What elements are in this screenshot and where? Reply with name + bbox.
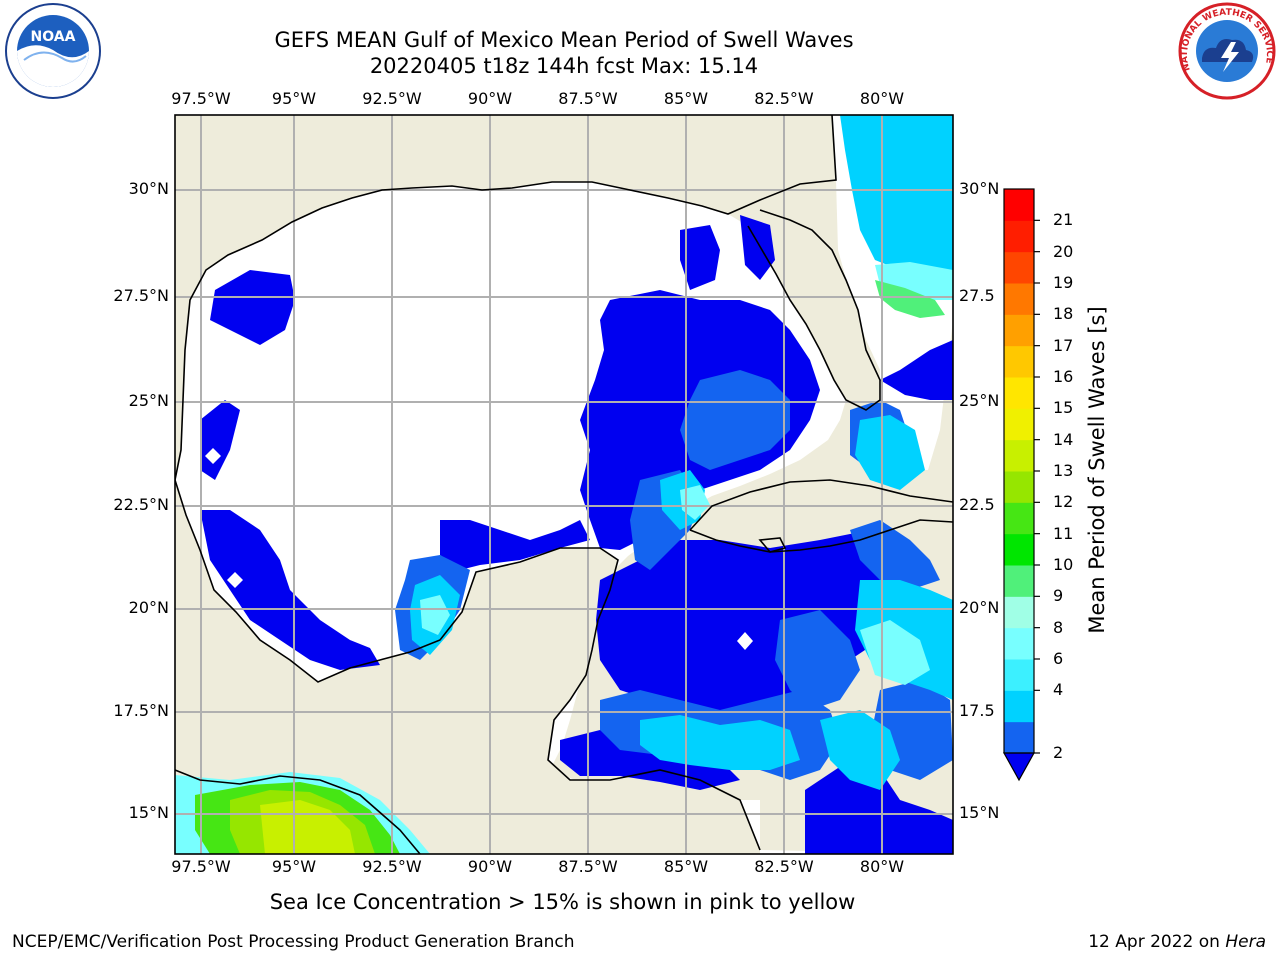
colorbar-tick-label: 21 <box>1053 210 1074 230</box>
latitude-label: 25°N <box>128 391 169 410</box>
longitude-label: 90°W <box>467 89 513 108</box>
colorbar-tick-label: 14 <box>1053 429 1074 449</box>
longitude-label: 87.5°W <box>558 89 618 108</box>
colorbar-tick-label: 13 <box>1053 461 1074 480</box>
map-frame <box>174 114 954 855</box>
longitude-label: 92.5°W <box>362 89 422 108</box>
latitude-label: 22.5°N <box>113 495 169 514</box>
footer-branch: NCEP/EMC/Verification Post Processing Pr… <box>12 932 575 952</box>
white-diamond-marker <box>737 632 753 650</box>
latitude-label: 27.5 <box>959 286 995 305</box>
colorbar-segment <box>1004 690 1034 723</box>
land-florida <box>760 210 880 410</box>
colorbar <box>1002 188 1040 782</box>
colorbar-segment <box>1004 314 1034 347</box>
noaa-logo-icon: NOAA <box>5 3 101 99</box>
longitude-label: 92.5°W <box>362 857 422 876</box>
longitude-label: 97.5°W <box>171 857 231 876</box>
colorbar-tick-label: 18 <box>1053 304 1074 324</box>
colorbar-tick-label: 15 <box>1053 398 1074 418</box>
swell-field-6-8s <box>420 262 953 685</box>
colorbar-tick-label: 6 <box>1053 649 1064 668</box>
longitude-label: 85°W <box>663 857 709 876</box>
colorbar-tick-label: 19 <box>1053 273 1074 292</box>
colorbar-segment <box>1004 502 1034 535</box>
colorbar-segment <box>1004 627 1034 660</box>
pacific-swell-field <box>175 772 430 854</box>
colorbar-segment <box>1004 659 1034 691</box>
latitude-label: 22.5 <box>959 495 995 514</box>
colorbar-tick-label: 16 <box>1053 367 1074 386</box>
noaa-logo-text: NOAA <box>31 29 76 45</box>
colorbar-tick-label: 2 <box>1053 743 1064 762</box>
land-cuba <box>690 480 953 552</box>
colorbar-segment <box>1004 471 1034 503</box>
map-area <box>175 115 953 854</box>
latitude-label: 30°N <box>959 179 1000 198</box>
colorbar-tick-label: 11 <box>1053 523 1074 543</box>
colorbar-segment <box>1004 377 1034 409</box>
colorbar-segment <box>1004 251 1034 284</box>
national-weather-service-logo-icon: NATIONAL WEATHER SERVICE <box>1178 2 1276 100</box>
colorbar-segment <box>1004 565 1034 597</box>
colorbar-tick-label: 12 <box>1053 492 1074 512</box>
colorbar-segment <box>1004 220 1034 253</box>
map-subtitle: 20220405 t18z 144h fcst Max: 15.14 <box>369 54 759 78</box>
map-graticule <box>175 115 953 854</box>
latitude-label: 20°N <box>959 598 1000 617</box>
colorbar-tick-label: 10 <box>1053 555 1074 574</box>
colorbar-segment <box>1004 439 1034 472</box>
latitude-label: 17.5 <box>959 701 995 720</box>
colorbar-segment <box>1004 533 1034 566</box>
colorbar-segment <box>1004 345 1034 378</box>
colorbar-tick-label: 17 <box>1053 335 1074 355</box>
longitude-label: 82.5°W <box>754 89 814 108</box>
colorbar-tick-label: 9 <box>1053 586 1064 606</box>
colorbar-extend-arrow <box>1002 752 1036 782</box>
colorbar-segment <box>1004 189 1034 221</box>
footer-date: 12 Apr 2022 on Hera <box>1088 932 1266 952</box>
longitude-label: 95°W <box>271 857 317 876</box>
coastline <box>175 115 953 854</box>
latitude-label: 20°N <box>128 598 169 617</box>
colorbar-tick-label: 8 <box>1053 617 1064 637</box>
footer-date-text: 12 Apr 2022 on <box>1088 932 1226 952</box>
colorbar-tick-label: 4 <box>1053 680 1064 700</box>
longitude-label: 80°W <box>859 89 905 108</box>
longitude-label: 80°W <box>859 857 905 876</box>
longitude-label: 85°W <box>663 89 709 108</box>
latitude-label: 25°N <box>959 391 1000 410</box>
colorbar-segment <box>1004 283 1034 315</box>
latitude-label: 17.5°N <box>113 701 169 720</box>
longitude-label: 82.5°W <box>754 857 814 876</box>
colorbar-segment <box>1004 408 1034 441</box>
sea-ice-caption: Sea Ice Concentration > 15% is shown in … <box>269 890 856 914</box>
map-title: GEFS MEAN Gulf of Mexico Mean Period of … <box>274 28 854 52</box>
latitude-label: 30°N <box>128 179 169 198</box>
swell-field-8-10s <box>875 280 945 318</box>
colorbar-label: Mean Period of Swell Waves [s] <box>1085 306 1109 634</box>
longitude-label: 97.5°W <box>171 89 231 108</box>
colorbar-segment <box>1004 596 1034 629</box>
colorbar-segment <box>1004 721 1034 754</box>
latitude-label: 27.5°N <box>113 286 169 305</box>
latitude-label: 15°N <box>959 803 1000 822</box>
longitude-label: 87.5°W <box>558 857 618 876</box>
longitude-label: 95°W <box>271 89 317 108</box>
footer-host: Hera <box>1225 932 1266 952</box>
longitude-label: 90°W <box>467 857 513 876</box>
latitude-label: 15°N <box>128 803 169 822</box>
colorbar-tick-label: 20 <box>1053 241 1074 261</box>
